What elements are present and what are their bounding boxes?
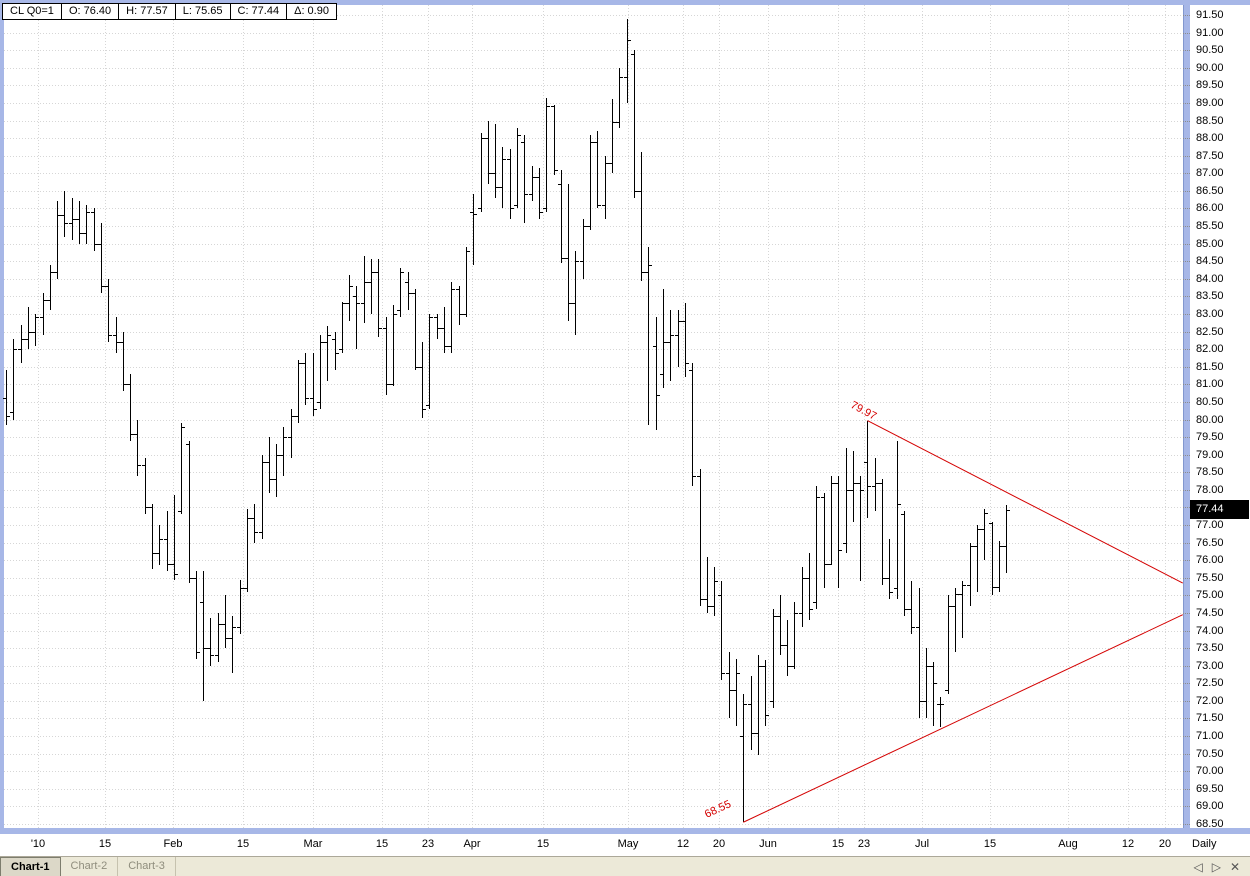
price-axis-label: 88.00 [1196,132,1224,144]
tab-chart-3[interactable]: Chart-3 [118,857,176,876]
price-axis-label: 71.50 [1196,712,1224,724]
date-axis-label: 23 [421,838,435,850]
chart-tab-bar: Chart-1 Chart-2 Chart-3 ◁ ▷ ✕ [0,856,1250,876]
price-axis-label: 80.50 [1196,396,1224,408]
price-axis-label: 89.50 [1196,79,1224,91]
date-axis-label: 20 [712,838,726,850]
date-axis-label: 15 [831,838,845,850]
trendline-label: 68.55 [703,798,733,821]
date-axis-label: Aug [1058,838,1078,850]
date-axis-label: Jul [914,838,930,850]
price-axis-label: 78.50 [1196,466,1224,478]
date-axis-label: 12 [1121,838,1135,850]
date-axis-label: 12 [676,838,690,850]
price-axis-label: 88.50 [1196,115,1224,127]
price-axis-label: 85.50 [1196,220,1224,232]
trendline-descending-resistance[interactable] [867,420,1183,584]
tab-chart-1[interactable]: Chart-1 [0,857,61,876]
date-axis-label: Feb [163,838,183,850]
price-axis-label: 90.00 [1196,62,1224,74]
price-axis-label: 68.50 [1196,818,1224,830]
price-axis-label: 84.00 [1196,273,1224,285]
price-axis-label: 87.50 [1196,150,1224,162]
price-axis-separator[interactable] [1183,5,1190,828]
prev-chart-icon[interactable]: ◁ [1193,859,1203,874]
price-axis-label: 91.00 [1196,27,1224,39]
price-axis-label: 78.00 [1196,484,1224,496]
price-axis-label: 86.00 [1196,202,1224,214]
price-axis-label: 75.50 [1196,572,1224,584]
price-axis-label: 87.00 [1196,167,1224,179]
price-axis-label: 70.50 [1196,748,1224,760]
price-axis-label: 76.50 [1196,537,1224,549]
date-axis-label: 15 [375,838,389,850]
price-axis-label: 69.00 [1196,800,1224,812]
date-axis-label: Jun [759,838,777,850]
close-chart-icon[interactable]: ✕ [1229,859,1240,874]
change-value: Δ: 0.90 [287,3,337,20]
date-axis-label: 23 [857,838,871,850]
next-chart-icon[interactable]: ▷ [1211,859,1221,874]
price-axis-label: 81.50 [1196,361,1224,373]
price-axis-label: 91.50 [1196,9,1224,21]
price-axis-label: 73.50 [1196,642,1224,654]
symbol-label: CL Q0=1 [2,3,62,20]
price-axis-label: 86.50 [1196,185,1224,197]
price-axis-label: 70.00 [1196,765,1224,777]
date-axis-label: 15 [536,838,550,850]
price-axis-label: 75.00 [1196,589,1224,601]
trendline-ascending-support[interactable] [743,614,1183,823]
price-axis-label: 85.00 [1196,238,1224,250]
chart-bottom-border [0,828,1250,834]
date-axis-label: 15 [236,838,250,850]
date-axis-label: Apr [463,838,481,850]
price-axis-label: 83.00 [1196,308,1224,320]
current-price-marker: 77.44 [1190,500,1249,519]
price-axis-label: 77.00 [1196,519,1224,531]
price-axis-label: 79.00 [1196,449,1224,461]
price-axis-label: 69.50 [1196,783,1224,795]
price-axis-label: 83.50 [1196,290,1224,302]
window-border-top [0,0,1250,5]
high-value: H: 77.57 [119,3,176,20]
tab-chart-2[interactable]: Chart-2 [61,857,119,876]
date-axis[interactable]: Daily '10 15 Feb 15 Mar 15 23 Apr 15 May 12 20 Jun 15… [0,834,1250,856]
price-axis-label: 73.00 [1196,660,1224,672]
open-value: O: 76.40 [61,3,120,20]
price-axis-label: 80.00 [1196,414,1224,426]
price-axis-label: 82.00 [1196,343,1224,355]
period-label: Daily [1192,838,1217,850]
price-axis-label: 90.50 [1196,44,1224,56]
price-axis-label: 89.00 [1196,97,1224,109]
date-axis-label: '10 [30,838,46,850]
price-axis[interactable]: 77.44 91.50 91.00 90.50 90.00 89.50 89.00 88.5… [1190,5,1250,830]
tab-bar-spacer [176,857,1194,876]
price-axis-label: 71.00 [1196,730,1224,742]
price-axis-label: 74.50 [1196,607,1224,619]
quote-info-box: CL Q0=1 O: 76.40 H: 77.57 L: 75.65 C: 77.44 Δ… [2,3,337,20]
date-axis-label: 20 [1158,838,1172,850]
date-axis-label: Mar [303,838,323,850]
price-axis-label: 76.00 [1196,554,1224,566]
price-axis-label: 82.50 [1196,326,1224,338]
low-value: L: 75.65 [175,3,231,20]
price-axis-label: 81.00 [1196,378,1224,390]
ohlc-bars [3,19,1010,822]
trendline-label: 79.97 [848,399,878,423]
window-border-left [0,5,4,828]
price-axis-label: 79.50 [1196,431,1224,443]
tab-navigation: ◁ ▷ ✕ [1193,857,1250,876]
price-axis-label: 74.00 [1196,625,1224,637]
date-axis-label: May [617,838,639,850]
price-axis-label: 84.50 [1196,255,1224,267]
date-axis-label: 15 [983,838,997,850]
price-axis-label: 72.50 [1196,677,1224,689]
date-axis-label: 15 [98,838,112,850]
close-value: C: 77.44 [230,3,288,20]
price-axis-label: 72.00 [1196,695,1224,707]
